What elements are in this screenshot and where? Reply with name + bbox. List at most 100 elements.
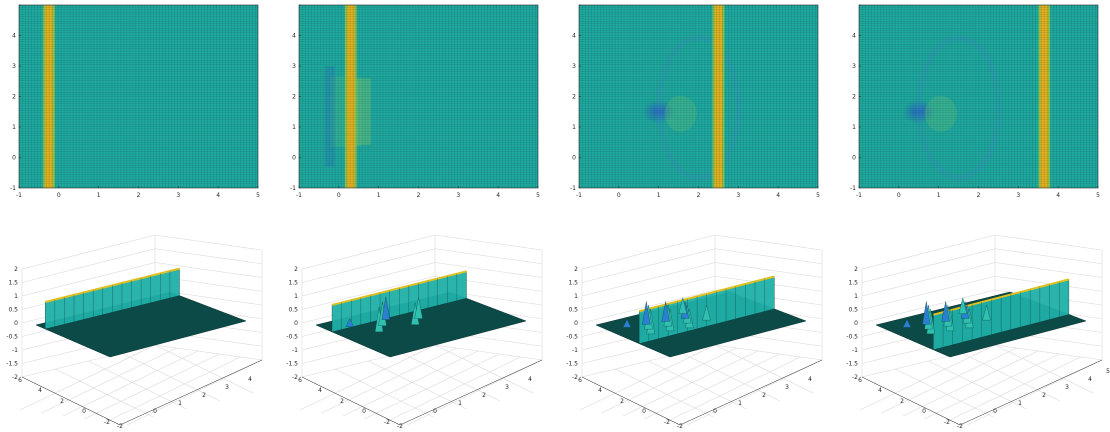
surface-spike [941, 301, 950, 322]
surface-spike [958, 297, 968, 314]
x-tick-label: 2 [762, 392, 766, 399]
x-tick-label: 4 [776, 192, 780, 199]
y-tick-label: 6 [18, 377, 22, 384]
x-tick-label: 5 [1096, 192, 1100, 199]
mesh-grid [299, 5, 538, 188]
grid-line [622, 350, 758, 417]
y-tick-label: 0 [292, 155, 296, 162]
grid-line [581, 262, 716, 297]
y-tick-label: 3 [572, 63, 576, 70]
z-tick-label: 0.5 [848, 307, 858, 314]
grid-line [84, 353, 220, 420]
surface-panel-3: -2 -1.5 -1 -0.5 0 0.5 1 1.5 2 6 4 2 0 -2 -2 0 1 2 3 4 [566, 234, 823, 430]
x-tick-label: 0 [713, 408, 717, 415]
z-tick-label: -1 [852, 347, 858, 354]
y-tick-label: 4 [38, 387, 42, 394]
surface-panel-2: -2 -1.5 -1 -0.5 0 0.5 1 1.5 2 6 4 2 0 -2 -2 0 1 2 3 4 [286, 234, 543, 430]
z-tick-label: 2 [574, 266, 578, 273]
heatmap-panel-3: -1 0 1 2 3 4 5 -1 0 1 2 3 4 [570, 4, 820, 199]
y-tick-label: 0 [642, 408, 646, 415]
grid-line [434, 344, 534, 394]
z-tick-label: 0.5 [568, 307, 578, 314]
x-tick-label: 0 [897, 192, 901, 199]
y-tick-label: 0 [82, 408, 86, 415]
z-tick-label: -2 [852, 374, 858, 381]
z-tick-label: 0 [14, 320, 18, 327]
y-tick-label: 2 [292, 94, 296, 101]
z-tick-label: 1.5 [8, 280, 18, 287]
surface-spike [982, 304, 991, 321]
grid-line [861, 275, 996, 310]
grid-line [19, 344, 156, 411]
grid-line [581, 275, 716, 310]
x-tick-label: 3 [505, 384, 509, 391]
y-tick-label: -1 [570, 185, 576, 192]
grid-line [154, 344, 263, 361]
grid-line [861, 234, 996, 270]
x-tick-label: 2 [417, 192, 421, 199]
grid-line [994, 248, 1103, 265]
z-tick-label: -2 [292, 374, 298, 381]
x-tick-label: 3 [736, 192, 740, 199]
y-tick-label: -2 [104, 419, 110, 426]
surface-spike [661, 301, 670, 322]
y-tick-label: 6 [298, 377, 302, 384]
grid-line [924, 353, 1060, 420]
z-tick-label: 1.5 [568, 280, 578, 287]
z-tick-label: 1 [854, 293, 858, 300]
x-tick-label: 3 [1016, 192, 1020, 199]
surface-panel-4: -2 -1.5 -1 -0.5 0 0.5 1 1.5 2 6 4 2 0 -2 -2 0 1 2 3 4 5 [846, 234, 1110, 430]
x-tick-label: 3 [456, 192, 460, 199]
grid-line [434, 234, 543, 251]
z-tick-label: 0 [294, 320, 298, 327]
x-tick-label: 4 [808, 376, 812, 383]
x-tick-label: 1 [458, 400, 462, 407]
x-tick-label: 0 [337, 192, 341, 199]
y-tick-label: -1 [10, 185, 16, 192]
x-tick-label: 4 [528, 376, 532, 383]
grid-line [861, 262, 996, 297]
axis-line [399, 359, 543, 426]
x-tick-label: -2 [397, 423, 403, 430]
grid-line [62, 350, 198, 417]
grid-line [434, 262, 543, 278]
z-tick-label: 0.5 [8, 307, 18, 314]
x-tick-label: 3 [225, 384, 229, 391]
axis-line [301, 376, 401, 426]
grid-line [55, 368, 154, 418]
heatmap-panel-1: -1 0 1 2 3 4 5 -1 0 1 2 3 4 [10, 4, 260, 199]
grid-line [368, 360, 467, 410]
y-tick-label: 3 [292, 63, 296, 70]
grid-line [994, 262, 1103, 278]
z-tick-label: -0.5 [846, 334, 858, 341]
y-tick-label: -1 [850, 185, 856, 192]
grid-line [859, 344, 996, 411]
z-tick-label: 2 [14, 266, 18, 273]
z-tick-label: -1.5 [566, 361, 578, 368]
grid-line [301, 248, 436, 283]
grid-line [615, 368, 714, 418]
heatmap-panel-4: -1 0 1 2 3 4 5 -1 0 1 2 3 4 [850, 4, 1100, 199]
grid-line [686, 359, 823, 426]
grid-line [21, 248, 156, 283]
y-tick-label: 2 [340, 398, 344, 405]
y-tick-label: 1 [12, 124, 16, 131]
y-tick-label: 0 [922, 408, 926, 415]
y-tick-label: 4 [318, 387, 322, 394]
grid-line [105, 356, 241, 423]
grid-line [928, 360, 1027, 410]
z-tick-label: 0 [854, 320, 858, 327]
y-tick-label: 6 [578, 377, 582, 384]
y-tick-label: 0 [362, 408, 366, 415]
grid-line [861, 248, 996, 283]
grid-line [154, 344, 254, 394]
y-tick-label: 3 [852, 63, 856, 70]
y-tick-label: 0 [852, 155, 856, 162]
y-tick-label: 3 [12, 63, 16, 70]
x-tick-label: 2 [202, 392, 206, 399]
surface-spike [702, 304, 711, 321]
grid-line [364, 353, 500, 420]
x-tick-label: 4 [216, 192, 220, 199]
axis-line [119, 359, 263, 426]
y-tick-label: 6 [858, 377, 862, 384]
